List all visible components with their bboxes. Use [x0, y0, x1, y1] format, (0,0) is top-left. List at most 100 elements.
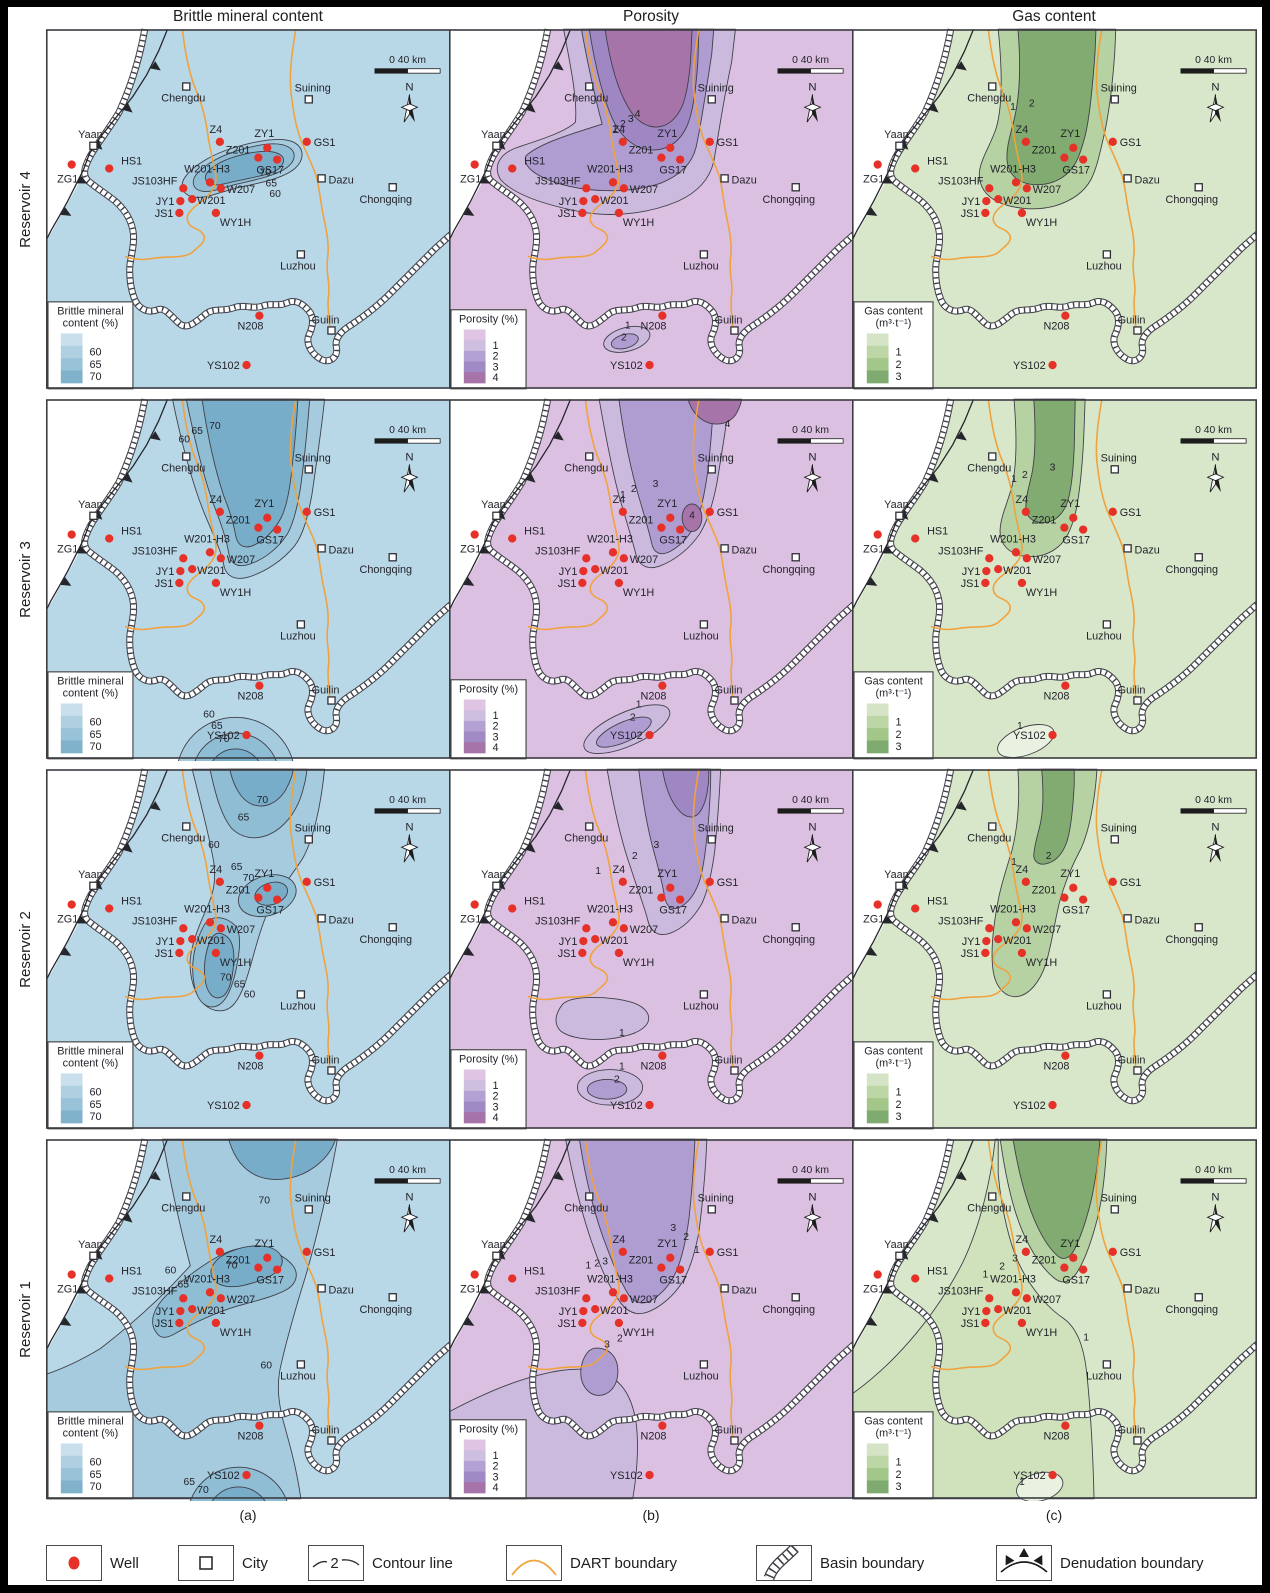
legend-color-band — [60, 703, 83, 717]
legend-value: 70 — [89, 1481, 101, 1493]
well-label: GS1 — [1120, 137, 1142, 149]
scale-bar — [810, 808, 844, 814]
well-label: GS17 — [1062, 904, 1090, 916]
legend-color-band — [60, 715, 83, 729]
city-label: Yaan — [78, 1239, 103, 1251]
city-label: Suining — [698, 452, 734, 464]
map-svg-r4-porosity: 1 2 3 412YaanChengduSuiningDazuChongqingLuz… — [448, 28, 859, 390]
dart-boundary — [289, 769, 331, 1074]
contour-label: 1 — [585, 1261, 591, 1272]
legend-value: 3 — [895, 1481, 901, 1493]
well-label: Z201 — [629, 885, 654, 897]
well-label: JS103HF — [938, 545, 984, 557]
well-marker — [911, 904, 920, 913]
denudation-boundary — [851, 28, 975, 241]
well-label: YS102 — [1013, 730, 1046, 742]
well-marker — [105, 164, 114, 173]
legend-value: 1 — [895, 716, 901, 728]
contour-label: 2 — [630, 712, 636, 723]
dart-boundary — [692, 29, 734, 334]
well-label: JY1 — [962, 566, 981, 578]
city-marker — [895, 511, 904, 520]
well-label: GS17 — [659, 904, 687, 916]
well-marker — [470, 1270, 479, 1279]
well-label: N208 — [640, 1061, 666, 1073]
row-label-reservoir3: Reservoir 3 — [16, 540, 34, 618]
well-label: Z201 — [226, 145, 251, 157]
well-label: JS1 — [155, 1318, 174, 1330]
well-marker — [705, 507, 714, 516]
well-marker — [582, 924, 591, 933]
denudation-triangle-icon — [150, 431, 161, 441]
well-marker — [985, 1294, 994, 1303]
contour-label: 2 — [683, 1232, 689, 1243]
well-label: GS17 — [256, 534, 284, 546]
well-marker — [873, 900, 882, 909]
well-marker — [608, 918, 618, 927]
city-marker — [1110, 835, 1119, 844]
scale-bar — [374, 68, 408, 74]
well-marker — [645, 360, 654, 370]
city-label: Chengdu — [564, 832, 608, 844]
contour-label: 2 — [1022, 470, 1028, 481]
well-label: W201 — [1003, 1305, 1031, 1317]
contour-label: 1 — [625, 321, 631, 332]
row-label-reservoir4: Reservoir 4 — [16, 170, 34, 248]
well-label: N208 — [237, 1061, 263, 1073]
city-marker — [988, 822, 997, 831]
well-marker — [666, 1253, 675, 1262]
well-marker — [302, 1247, 311, 1256]
well-label: JS103HF — [938, 915, 984, 927]
dart-boundary — [930, 29, 1023, 261]
city-marker — [585, 82, 594, 91]
city-marker — [89, 141, 98, 150]
scale-bar — [1213, 68, 1247, 74]
denudation-symbol-icon — [996, 1545, 1052, 1581]
well-marker — [591, 1304, 600, 1314]
dart-boundary — [1095, 29, 1137, 334]
contour-label: 60 — [208, 840, 220, 851]
city-marker — [1133, 326, 1142, 335]
map-legend-title: content (%) — [63, 688, 119, 700]
well-label: GS1 — [1120, 1247, 1142, 1259]
map-svg-r3-porosity: 12 34412YaanChengduSuiningDazuChongqingLu… — [448, 398, 859, 760]
legend-value: 65 — [89, 1099, 101, 1111]
north-label: N — [1211, 81, 1219, 93]
denudation-triangle-icon — [553, 1171, 564, 1181]
well-marker — [994, 564, 1003, 574]
well-marker — [242, 730, 251, 740]
well-marker — [1069, 883, 1078, 892]
city-marker — [89, 511, 98, 520]
well-label: JS103HF — [535, 1285, 581, 1297]
well-marker — [67, 530, 76, 539]
well-label: W201 — [600, 935, 628, 947]
map-legend-title: content (%) — [63, 318, 119, 330]
well-marker — [1078, 525, 1088, 534]
well-label: JY1 — [962, 936, 981, 948]
contour-label: 70 — [243, 873, 255, 884]
well-label: W201 — [1003, 565, 1031, 577]
well-marker — [105, 534, 114, 543]
well-marker — [175, 948, 184, 958]
well-label: YS102 — [610, 1100, 643, 1112]
well-marker — [1060, 523, 1069, 532]
well-marker — [176, 1306, 185, 1316]
city-marker — [791, 553, 800, 562]
well-marker — [618, 137, 628, 146]
denudation-triangle-icon — [76, 915, 88, 924]
city-icon — [199, 1556, 213, 1570]
well-label: JY1 — [962, 1306, 981, 1318]
well-label: JS1 — [558, 1318, 577, 1330]
key-item-label: Basin boundary — [820, 1554, 925, 1572]
legend-value: 60 — [89, 1086, 101, 1098]
city-label: Yaan — [481, 129, 506, 141]
well-label: GS1 — [1120, 877, 1142, 889]
well-label: HS1 — [121, 896, 142, 908]
well-label: HS1 — [524, 156, 545, 168]
well-marker — [263, 1253, 272, 1262]
city-marker — [317, 174, 326, 183]
city-marker — [317, 1284, 326, 1293]
well-marker — [873, 530, 882, 539]
well-label: YS102 — [207, 1100, 240, 1112]
